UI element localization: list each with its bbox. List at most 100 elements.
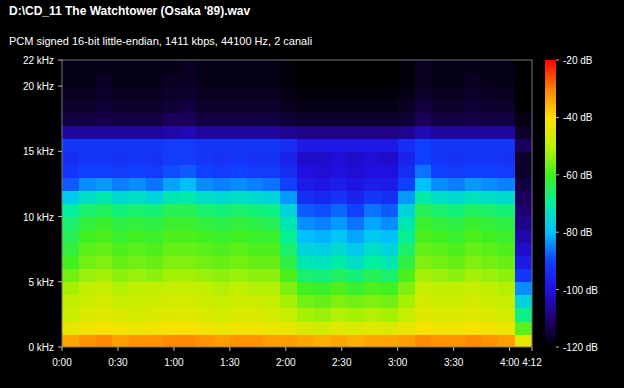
colorbar-tick-label: -20 dB	[563, 55, 593, 66]
cell	[415, 164, 432, 178]
cell	[146, 204, 163, 218]
cell	[112, 60, 129, 74]
cell	[163, 73, 180, 87]
cell	[180, 334, 197, 347]
cell	[515, 204, 532, 218]
cell	[465, 60, 482, 74]
cell	[247, 112, 264, 126]
cell	[465, 269, 482, 283]
cell	[398, 164, 415, 178]
cell	[163, 112, 180, 126]
cell	[364, 99, 381, 113]
cell	[482, 177, 499, 191]
cell	[364, 295, 381, 309]
cell	[146, 164, 163, 178]
cell	[498, 256, 515, 270]
cell	[79, 73, 96, 87]
x-tick-label: 4:12	[522, 357, 542, 368]
cell	[498, 60, 515, 74]
cell	[163, 190, 180, 204]
cell	[112, 99, 129, 113]
cell	[62, 230, 79, 244]
cell	[515, 99, 532, 113]
cell	[263, 73, 280, 87]
x-tick	[341, 347, 342, 351]
cell	[431, 308, 448, 322]
cell	[431, 269, 448, 283]
cell	[515, 217, 532, 231]
cell	[213, 269, 230, 283]
cell	[515, 151, 532, 165]
cell	[465, 204, 482, 218]
cell	[314, 217, 331, 231]
cell	[297, 217, 314, 231]
cell	[96, 99, 113, 113]
cell	[263, 334, 280, 347]
cell	[381, 217, 398, 231]
cell	[280, 204, 297, 218]
cell	[482, 138, 499, 152]
cell	[196, 295, 213, 309]
cell	[180, 125, 197, 139]
cell	[364, 334, 381, 347]
cell	[146, 177, 163, 191]
cell	[163, 151, 180, 165]
cell	[515, 308, 532, 322]
cell	[213, 164, 230, 178]
cell	[297, 177, 314, 191]
cell	[297, 60, 314, 74]
cell	[146, 282, 163, 296]
cell	[79, 60, 96, 74]
cell	[112, 177, 129, 191]
cell	[381, 204, 398, 218]
cell	[415, 217, 432, 231]
cell	[247, 86, 264, 100]
cell	[498, 243, 515, 257]
cell	[415, 243, 432, 257]
x-tick	[509, 347, 510, 351]
cell	[247, 256, 264, 270]
cell	[465, 164, 482, 178]
cell	[146, 99, 163, 113]
y-tick	[58, 86, 62, 87]
cell	[297, 334, 314, 347]
cell	[465, 230, 482, 244]
cell	[112, 308, 129, 322]
cell	[213, 204, 230, 218]
cell	[62, 282, 79, 296]
cell	[347, 334, 364, 347]
cell	[163, 295, 180, 309]
cell	[314, 99, 331, 113]
cell	[129, 217, 146, 231]
cell	[180, 99, 197, 113]
cell	[62, 99, 79, 113]
cell	[163, 86, 180, 100]
cell	[331, 308, 348, 322]
cell	[62, 164, 79, 178]
cell	[381, 308, 398, 322]
cell	[431, 151, 448, 165]
cell	[62, 204, 79, 218]
x-tick	[173, 347, 174, 351]
cell	[448, 204, 465, 218]
cell	[331, 138, 348, 152]
x-tick-label: 3:30	[444, 357, 464, 368]
cell	[331, 334, 348, 347]
x-tick	[62, 347, 63, 351]
cell	[381, 243, 398, 257]
cell	[498, 177, 515, 191]
cell	[482, 60, 499, 74]
cell	[263, 295, 280, 309]
cell	[364, 230, 381, 244]
cell	[297, 125, 314, 139]
cell	[247, 230, 264, 244]
cell	[180, 217, 197, 231]
cell	[213, 230, 230, 244]
cell	[364, 204, 381, 218]
cell	[196, 112, 213, 126]
cell	[347, 295, 364, 309]
colorbar-tick-label: -80 dB	[563, 227, 593, 238]
x-tick	[397, 347, 398, 351]
cell	[515, 295, 532, 309]
cell	[381, 269, 398, 283]
